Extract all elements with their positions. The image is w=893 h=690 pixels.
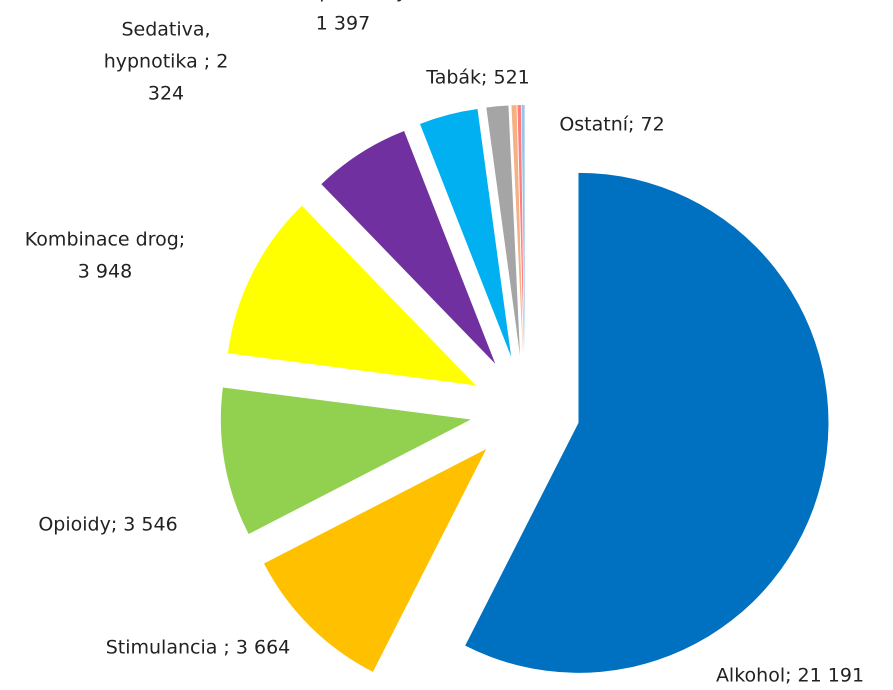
slice-label: Sedativa, — [121, 19, 210, 41]
pie-slice — [420, 109, 512, 357]
slice-label: Alkohol; 21 191 — [716, 665, 864, 687]
pie-slice — [321, 130, 496, 364]
pie-slice — [486, 105, 521, 356]
pie-slice — [517, 105, 524, 356]
slice-label: Tabák; 521 — [425, 67, 530, 89]
slice-label: 324 — [148, 83, 184, 105]
slice-label: hypnotika ; 2 — [104, 51, 229, 73]
slice-label: Stimulancia ; 3 664 — [106, 637, 291, 659]
pie-slice — [465, 172, 829, 673]
slice-label: Ostatní; 72 — [559, 114, 664, 136]
slice-label: Kombinace drog; — [25, 229, 185, 251]
pie-slice — [511, 105, 524, 356]
slice-label: Konopné látky; — [273, 0, 414, 3]
pie-slice — [521, 105, 525, 356]
slice-label: 1 397 — [316, 13, 370, 35]
slice-label: Opioidy; 3 546 — [38, 514, 177, 536]
pie-slice — [227, 205, 476, 386]
pie-slice — [220, 387, 471, 535]
slice-label: 3 948 — [78, 261, 132, 283]
pie-slice — [264, 448, 487, 672]
